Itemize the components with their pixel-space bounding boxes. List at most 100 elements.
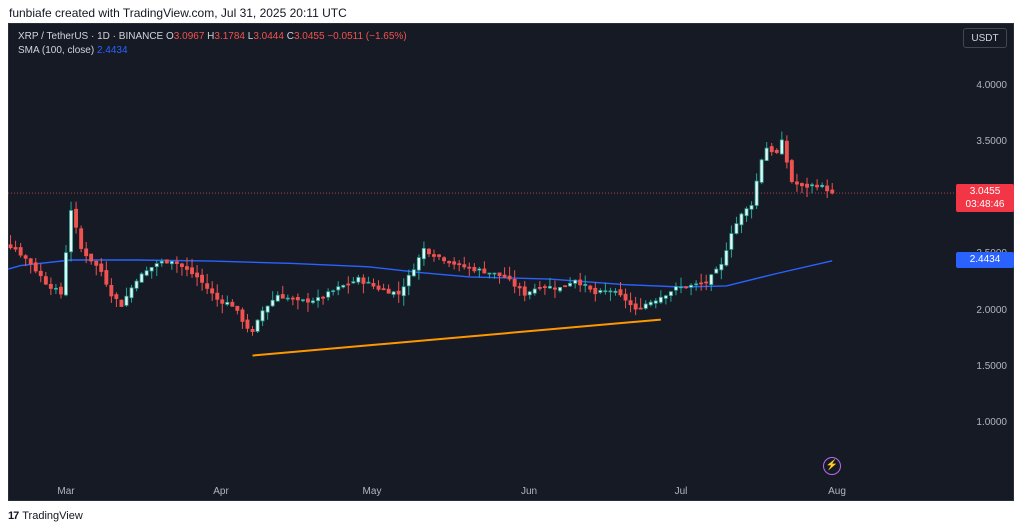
low-value: 3.0444 [253, 31, 284, 42]
high-key: H [207, 31, 215, 42]
time-label-may: May [362, 486, 382, 497]
candle-up [613, 290, 618, 293]
candle-up [754, 180, 759, 206]
candle-down [472, 266, 477, 272]
candle-up [391, 291, 396, 295]
candle-up [663, 295, 668, 299]
candle-down [59, 286, 63, 295]
candle-up [608, 290, 613, 293]
candle-down [13, 247, 18, 250]
candle-down [517, 286, 522, 289]
candle-up [310, 300, 315, 303]
symbol-legend[interactable]: XRP / TetherUS · 1D · BINANCE O3.0967 H3… [18, 31, 407, 42]
currency-button[interactable]: USDT [963, 28, 1007, 48]
candle-up [129, 287, 134, 299]
candle-up [714, 268, 719, 274]
candle-up [810, 184, 814, 187]
candle-up [260, 310, 265, 322]
candle-up [275, 294, 280, 302]
candle-up [477, 268, 482, 271]
candle-down [164, 259, 169, 264]
candle-up [598, 290, 603, 293]
price-label: 3.5000 [976, 136, 1007, 147]
candle-up [69, 210, 73, 253]
candle-up [669, 291, 673, 297]
candle-down [699, 282, 704, 285]
candle-up [416, 257, 421, 271]
candle-down [542, 286, 547, 289]
candle-down [704, 281, 709, 284]
candle-down [104, 270, 109, 285]
time-label-jun: Jun [520, 486, 538, 497]
candle-up [411, 269, 416, 277]
candle-down [371, 282, 376, 287]
candle-up [134, 280, 139, 289]
candle-down [512, 278, 517, 287]
candle-down [23, 255, 28, 259]
candle-up [724, 250, 729, 266]
candle-down [588, 285, 593, 290]
candle-up [366, 281, 371, 284]
candle-up [583, 283, 588, 286]
candle-up [532, 288, 537, 294]
support-trendline [252, 318, 661, 357]
candle-down [830, 189, 835, 194]
candle-up [406, 274, 411, 287]
candle-down [43, 276, 48, 285]
candle-up [300, 299, 305, 302]
candle-down [825, 185, 830, 192]
candle-down [522, 286, 527, 296]
open-value: 3.0967 [173, 31, 205, 42]
candle-up [653, 300, 658, 304]
candle-up [694, 283, 699, 286]
candle-up [744, 208, 749, 217]
candle-up [421, 247, 426, 260]
candle-down [769, 146, 774, 153]
candle-down [84, 248, 89, 257]
candle-down [18, 247, 23, 256]
candle-up [316, 297, 320, 301]
candle-up [64, 252, 68, 296]
candle-up [820, 184, 825, 188]
candle-down [200, 274, 204, 283]
candle-up [401, 286, 406, 297]
candle-up [326, 291, 331, 298]
candle-down [99, 263, 104, 272]
candle-down [235, 305, 240, 311]
sma-value: 2.4434 [96, 45, 128, 56]
candle-down [376, 285, 381, 290]
candlestick-chart[interactable] [8, 23, 1014, 501]
candle-up [341, 284, 346, 288]
candle-down [784, 140, 789, 163]
candle-down [8, 244, 13, 249]
candle-down [33, 262, 38, 272]
candle-down [240, 309, 245, 322]
candle-down [442, 257, 446, 262]
candle-down [220, 299, 225, 304]
candle-up [492, 272, 497, 275]
lightning-bolt-icon[interactable]: ⚡ [823, 457, 841, 475]
candle-up [764, 147, 769, 161]
candle-down [800, 183, 804, 187]
sma-legend[interactable]: SMA (100, close) 2.4434 [18, 45, 128, 56]
candle-down [457, 263, 462, 266]
symbol-name: XRP / TetherUS · 1D · BINANCE [18, 31, 164, 42]
candle-down [437, 254, 441, 257]
tradingview-footer[interactable]: 17 TradingView [8, 510, 83, 522]
candle-up [603, 290, 608, 293]
candle-down [578, 279, 583, 286]
close-value: 3.0455 [293, 31, 325, 42]
candle-up [648, 301, 653, 306]
time-label-jul: Jul [674, 486, 688, 497]
sma-price-tag: 2.4434 [956, 252, 1014, 268]
candle-down [215, 292, 220, 300]
candle-down [795, 181, 799, 185]
candle-down [623, 293, 628, 301]
candle-down [789, 160, 794, 183]
candle-down [482, 268, 487, 274]
candle-up [225, 301, 230, 305]
last-price-value: 3.0455 [969, 186, 1001, 197]
candle-up [573, 279, 578, 284]
candle-up [709, 274, 714, 285]
candle-up [749, 205, 754, 210]
